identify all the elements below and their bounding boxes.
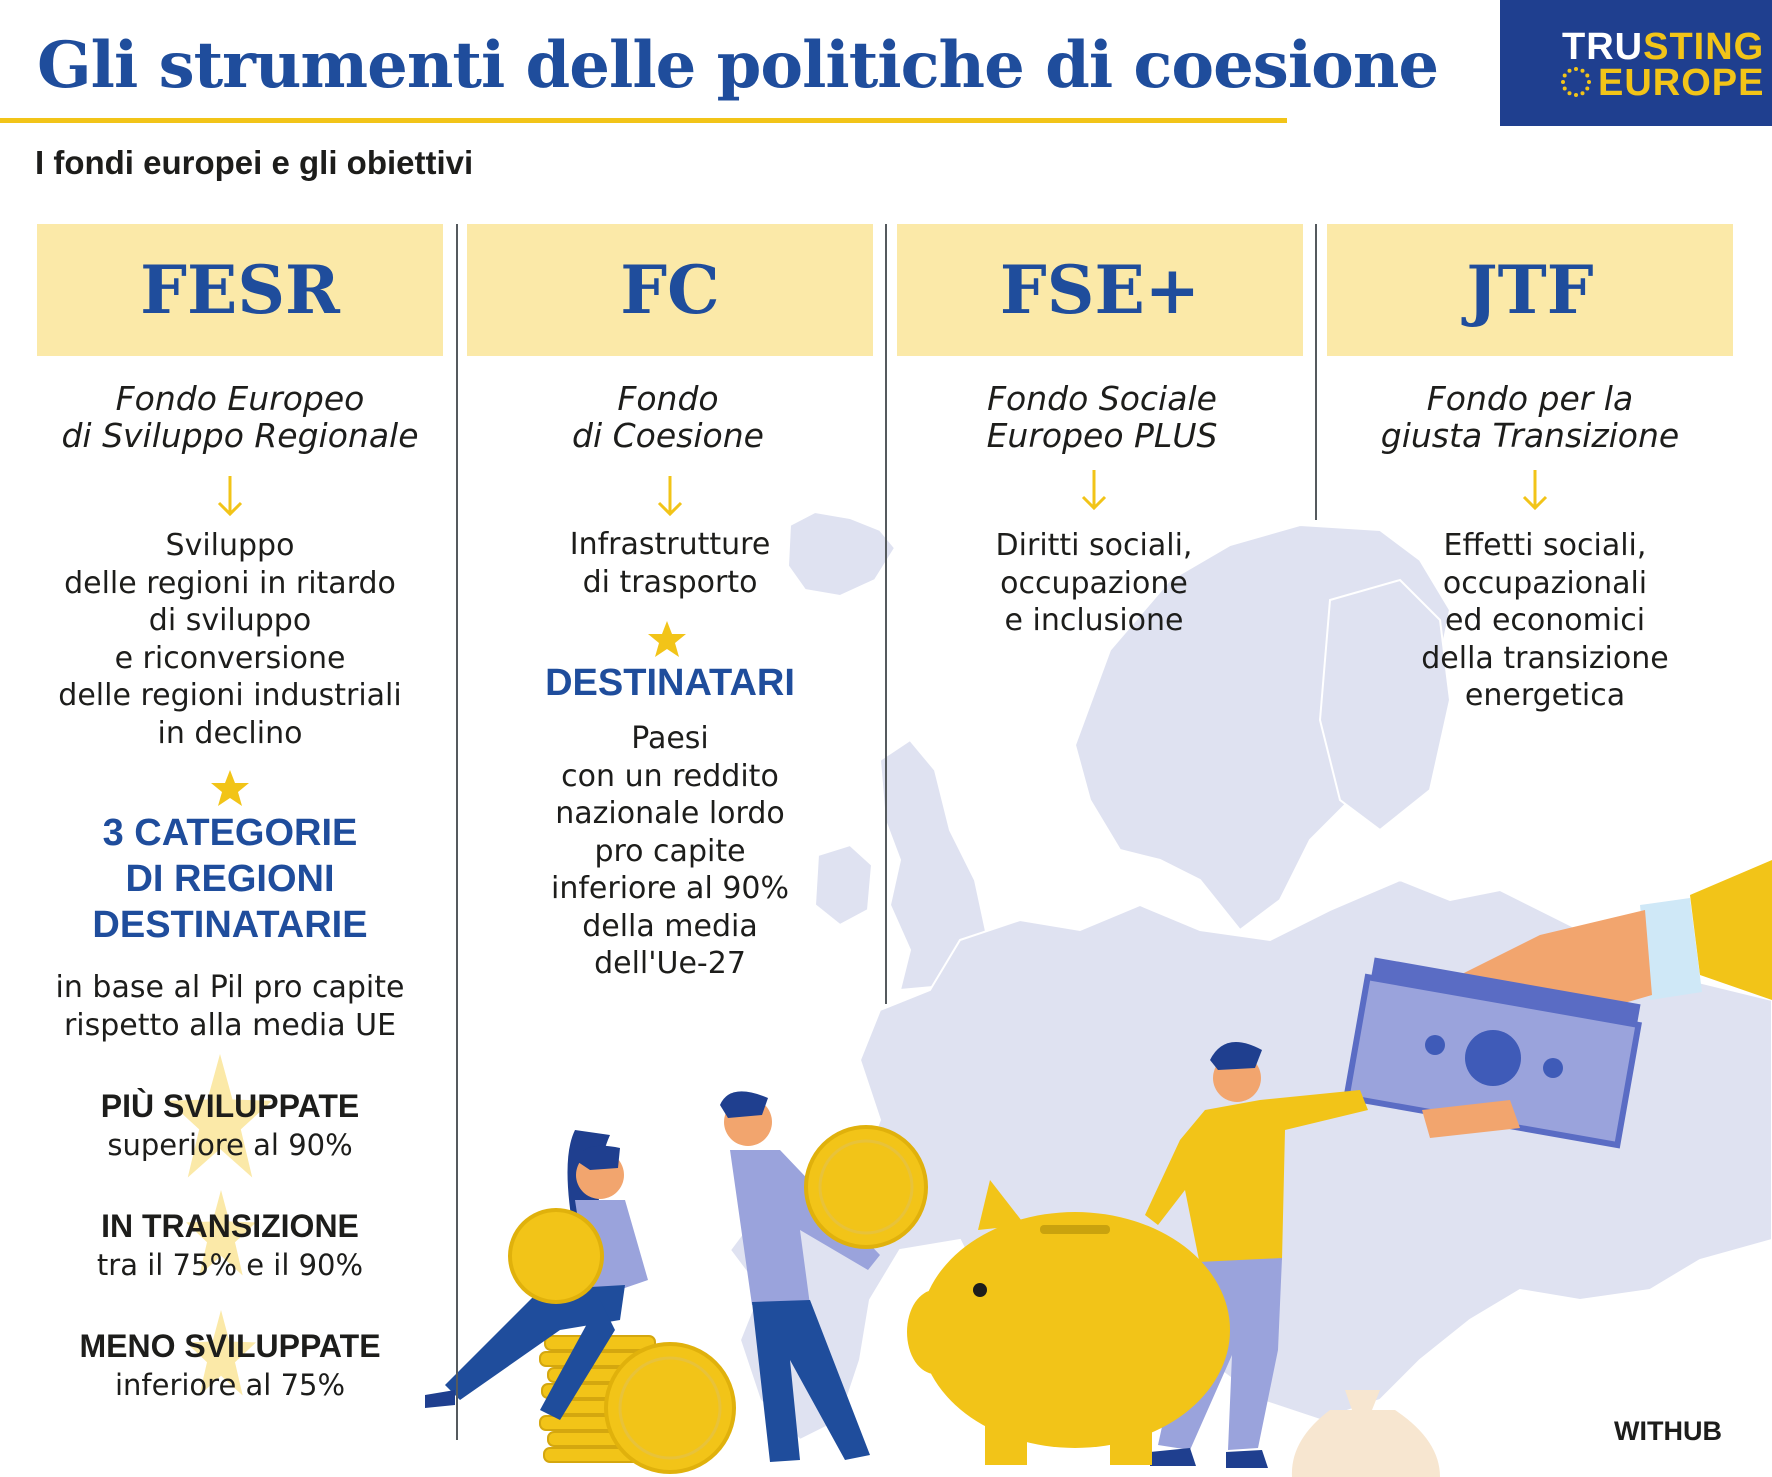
recipients-line: pro capite xyxy=(594,833,746,869)
objective-line: e inclusione xyxy=(1004,603,1184,638)
objective-line: delle regioni industriali xyxy=(58,678,402,713)
objective-line: delle regioni in ritardo xyxy=(64,565,396,601)
fc-recipients-heading: DESTINATARI xyxy=(545,662,795,704)
fund-name-line: giusta Transizione xyxy=(1380,416,1680,455)
objective-line: di sviluppo xyxy=(148,603,312,638)
fund-header-fse-plus: FSE+ xyxy=(897,224,1303,356)
fund-header-fc: FC xyxy=(467,224,873,356)
objective-line: Effetti sociali, xyxy=(1443,528,1647,563)
page-subtitle: I fondi europei e gli obiettivi xyxy=(35,144,474,181)
arrow-down-icon xyxy=(657,476,683,517)
arrow-down-icon xyxy=(217,476,243,517)
category-title: IN TRANSIZIONE xyxy=(101,1208,359,1244)
recipients-line: Paesi xyxy=(631,721,709,756)
objective-line: Infrastrutture xyxy=(569,527,771,562)
category-text: superiore al 90% xyxy=(107,1128,353,1162)
objective-line: della transizione xyxy=(1421,640,1669,676)
star-icon xyxy=(211,770,249,806)
objective-line: Diritti sociali, xyxy=(995,528,1193,563)
ireland-shape xyxy=(813,843,874,927)
category-title: PIÙ SVILUPPATE xyxy=(100,1088,360,1124)
fund-abbr: FESR xyxy=(140,251,340,329)
logo-line-2: EUROPE xyxy=(1598,62,1765,104)
arrow-down-icon xyxy=(1522,470,1548,511)
fund-header-fesr: FESR xyxy=(37,224,443,356)
heading-line: DESTINATARIE xyxy=(92,904,368,946)
logo-text-white: TRU xyxy=(1562,26,1644,68)
big-coin xyxy=(604,1342,736,1474)
hand-with-banknotes xyxy=(1343,860,1772,1149)
fesr-criteria: in base al Pil pro capite rispetto alla … xyxy=(20,969,440,1044)
objective-line: di trasporto xyxy=(582,564,758,600)
man-carrying-coin xyxy=(720,1091,928,1462)
fund-abbr: JTF xyxy=(1466,251,1594,329)
fund-name-line: Europeo PLUS xyxy=(986,416,1218,455)
objective-line: energetica xyxy=(1464,678,1626,713)
fund-name-line: di Coesione xyxy=(572,416,764,455)
recipients-line: con un reddito xyxy=(561,758,779,794)
column-divider xyxy=(885,224,887,1004)
criteria-line: rispetto alla media UE xyxy=(63,1007,397,1043)
category-text: inferiore al 75% xyxy=(114,1368,346,1402)
recipients-line: dell'Ue-27 xyxy=(594,946,746,981)
fund-abbr: FSE+ xyxy=(999,251,1201,329)
recipients-line: inferiore al 90% xyxy=(551,871,789,906)
fund-name-fc: Fondo di Coesione xyxy=(448,380,888,454)
objective-line: Sviluppo xyxy=(165,528,295,563)
money-bag xyxy=(1291,1390,1440,1477)
fund-name-line: Fondo per la xyxy=(1426,379,1634,418)
heading-line: DI REGIONI xyxy=(125,858,335,900)
objective-line: occupazione xyxy=(1000,565,1188,601)
eu-stars-icon xyxy=(1561,67,1591,97)
objective-line: ed economici xyxy=(1444,603,1646,638)
objective-line: in declino xyxy=(157,715,303,751)
fund-objective-jtf: Effetti sociali, occupazionali ed econom… xyxy=(1335,527,1755,715)
recipients-line: della media xyxy=(582,908,758,944)
category-text: tra il 75% e il 90% xyxy=(96,1248,364,1282)
fund-name-jtf: Fondo per la giusta Transizione xyxy=(1310,380,1750,454)
trusting-europe-logo: TRUSTING EUROPE xyxy=(1500,0,1772,126)
logo-line-1: TRUSTING xyxy=(1562,28,1764,66)
star-icon xyxy=(168,1054,272,1178)
piggy-bank xyxy=(907,1180,1230,1465)
fund-name-line: Fondo Europeo xyxy=(115,379,365,418)
column-divider xyxy=(456,224,458,1440)
heading-line: 3 CATEGORIE xyxy=(102,812,358,854)
page-title: Gli strumenti delle politiche di coesion… xyxy=(37,28,1439,103)
fc-recipients-text: Paesi con un reddito nazionale lordo pro… xyxy=(460,720,880,983)
objective-line: e riconversione xyxy=(114,640,346,676)
fund-objective-fc: Infrastrutture di trasporto xyxy=(460,526,880,601)
fund-name-line: Fondo xyxy=(617,379,719,418)
title-underline xyxy=(0,118,1287,123)
criteria-line: in base al Pil pro capite xyxy=(55,970,405,1005)
star-icon xyxy=(648,621,686,657)
star-icon xyxy=(186,1310,256,1396)
finland-shape xyxy=(1318,578,1452,832)
fund-name-line: di Sviluppo Regionale xyxy=(61,416,419,455)
recipients-line: nazionale lordo xyxy=(555,796,785,831)
objective-line: occupazionali xyxy=(1442,565,1648,601)
fund-name-line: Fondo Sociale xyxy=(987,379,1217,418)
fesr-categories-heading: 3 CATEGORIE DI REGIONI DESTINATARIE xyxy=(40,810,420,948)
fund-name-fse-plus: Fondo Sociale Europeo PLUS xyxy=(882,380,1322,454)
fund-name-fesr: Fondo Europeo di Sviluppo Regionale xyxy=(20,380,460,454)
star-icon xyxy=(186,1190,256,1276)
fund-abbr: FC xyxy=(620,251,720,329)
credit-label: WITHUB xyxy=(1614,1416,1722,1446)
category-title: MENO SVILUPPATE xyxy=(79,1328,381,1364)
arrow-down-icon xyxy=(1081,470,1107,511)
fund-objective-fesr: Sviluppo delle regioni in ritardo di svi… xyxy=(20,527,440,752)
column-divider xyxy=(1315,224,1317,520)
fund-header-jtf: JTF xyxy=(1327,224,1733,356)
fund-objective-fse-plus: Diritti sociali, occupazione e inclusion… xyxy=(884,527,1304,640)
woman-sitting xyxy=(425,1130,648,1420)
logo-text-yellow: STING xyxy=(1643,26,1765,68)
